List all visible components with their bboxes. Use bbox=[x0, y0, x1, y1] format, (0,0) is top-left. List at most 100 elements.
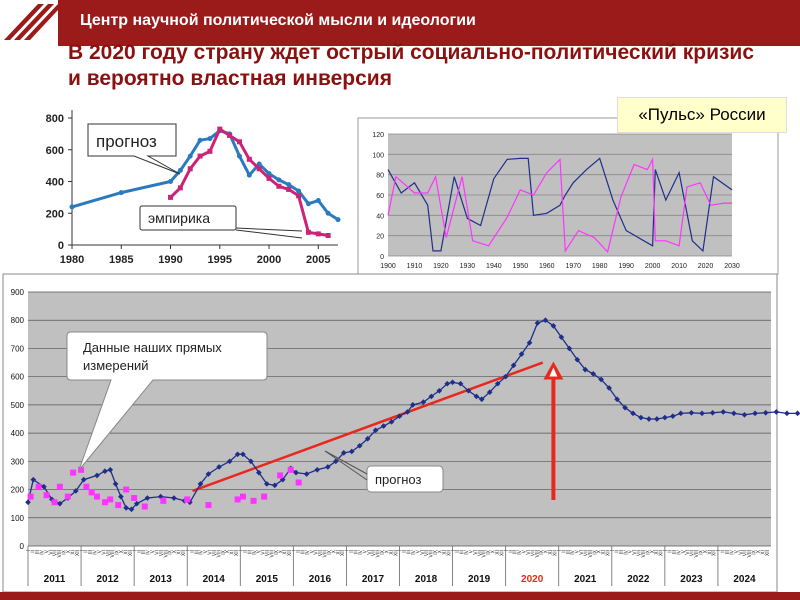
month-tick-label: IX bbox=[433, 549, 439, 554]
data-point bbox=[168, 194, 174, 200]
month-tick-label: V bbox=[362, 549, 368, 553]
month-tick-label: XII bbox=[75, 550, 81, 556]
month-tick-label: II bbox=[349, 550, 355, 553]
data-point bbox=[420, 399, 427, 405]
month-tick-label: XII bbox=[128, 550, 134, 556]
month-tick-label: VI bbox=[101, 550, 107, 555]
month-tick-label: III bbox=[407, 550, 413, 554]
series-line bbox=[387, 157, 732, 254]
month-tick-label: VIII bbox=[588, 550, 594, 558]
data-point bbox=[654, 416, 660, 422]
month-tick-label: IV bbox=[199, 549, 205, 554]
y-tick-label: 300 bbox=[11, 457, 25, 466]
forecast-callout-text: прогноз bbox=[375, 472, 422, 487]
month-tick-label: III bbox=[353, 550, 359, 554]
month-tick-label: VIII bbox=[269, 550, 275, 558]
year-label: 2022 bbox=[627, 574, 650, 585]
month-tick-label: III bbox=[300, 550, 306, 554]
measured-point bbox=[160, 497, 167, 504]
data-point bbox=[256, 469, 262, 476]
data-point bbox=[486, 389, 493, 396]
data-point bbox=[720, 409, 727, 415]
month-tick-label: III bbox=[247, 550, 253, 554]
x-tick-label: 1970 bbox=[565, 263, 581, 270]
measurements-callout-text: измерений bbox=[83, 358, 149, 373]
month-tick-label: III bbox=[513, 550, 519, 554]
data-point bbox=[709, 409, 716, 416]
month-tick-label: VII bbox=[212, 550, 218, 556]
year-label: 2011 bbox=[44, 574, 66, 585]
pulse-label: «Пульс» России bbox=[617, 97, 787, 133]
month-tick-label: IX bbox=[698, 549, 704, 554]
month-tick-label: XI bbox=[442, 550, 448, 555]
data-point bbox=[266, 171, 272, 177]
data-point bbox=[428, 393, 435, 400]
month-tick-label: VI bbox=[314, 550, 320, 555]
month-tick-label: III bbox=[619, 550, 625, 554]
data-point bbox=[240, 451, 246, 458]
month-tick-label: XII bbox=[340, 550, 346, 556]
x-tick-label: 1980 bbox=[60, 254, 84, 266]
data-point bbox=[526, 339, 533, 346]
month-tick-label: VIII bbox=[747, 550, 753, 558]
empirics-callout bbox=[139, 205, 237, 231]
month-tick-label: XII bbox=[606, 550, 612, 556]
month-tick-label: V bbox=[522, 549, 528, 553]
data-point bbox=[630, 410, 636, 417]
measured-point bbox=[93, 493, 100, 500]
y-tick-label: 120 bbox=[372, 132, 384, 139]
month-tick-label: I bbox=[26, 550, 32, 551]
data-point bbox=[25, 499, 31, 506]
data-point bbox=[325, 210, 331, 216]
data-point bbox=[638, 414, 644, 421]
month-tick-label: VI bbox=[261, 550, 267, 555]
month-tick-label: VIII bbox=[694, 550, 700, 558]
month-tick-label: XII bbox=[287, 550, 293, 556]
data-point bbox=[380, 423, 387, 429]
year-label: 2019 bbox=[468, 574, 491, 585]
month-tick-label: VII bbox=[371, 550, 377, 556]
y-tick-label: 200 bbox=[46, 208, 64, 220]
month-tick-label: IX bbox=[539, 549, 545, 554]
data-point bbox=[72, 488, 79, 494]
year-label: 2017 bbox=[362, 574, 385, 585]
month-tick-label: XII bbox=[181, 550, 187, 556]
y-tick-label: 40 bbox=[376, 213, 384, 220]
data-point bbox=[688, 409, 695, 416]
data-point bbox=[550, 323, 557, 329]
data-point bbox=[107, 466, 114, 473]
x-tick-label: 2000 bbox=[257, 254, 281, 266]
month-tick-label: VII bbox=[159, 550, 165, 556]
month-tick-label: IV bbox=[676, 549, 682, 554]
month-tick-label: XI bbox=[124, 550, 130, 555]
measured-point bbox=[51, 499, 58, 506]
data-point bbox=[340, 450, 347, 456]
data-point bbox=[30, 476, 37, 483]
month-tick-label: VIII bbox=[216, 550, 222, 558]
forecast-callout bbox=[87, 123, 181, 175]
month-tick-label: X bbox=[225, 549, 231, 553]
month-tick-label: I bbox=[185, 550, 191, 551]
data-point bbox=[622, 404, 628, 411]
x-tick-label: 2010 bbox=[671, 263, 687, 270]
measured-point bbox=[78, 466, 85, 473]
month-tick-label: XI bbox=[230, 550, 236, 555]
month-tick-label: XI bbox=[495, 550, 501, 555]
year-label: 2018 bbox=[415, 574, 438, 585]
data-point bbox=[646, 416, 652, 422]
data-point bbox=[276, 183, 282, 189]
month-tick-label: IX bbox=[592, 549, 598, 554]
month-tick-label: III bbox=[460, 550, 466, 554]
month-tick-label: VII bbox=[265, 550, 271, 556]
data-point bbox=[177, 185, 183, 191]
y-tick-label: 0 bbox=[380, 254, 384, 261]
month-tick-label: XI bbox=[70, 550, 76, 555]
month-tick-label: IV bbox=[729, 549, 735, 554]
month-tick-label: X bbox=[597, 549, 603, 553]
data-point bbox=[69, 204, 75, 210]
data-point bbox=[510, 362, 517, 369]
month-tick-label: VI bbox=[632, 550, 638, 555]
month-tick-label: V bbox=[734, 549, 740, 553]
month-tick-label: VII bbox=[690, 550, 696, 556]
data-point bbox=[518, 351, 525, 357]
